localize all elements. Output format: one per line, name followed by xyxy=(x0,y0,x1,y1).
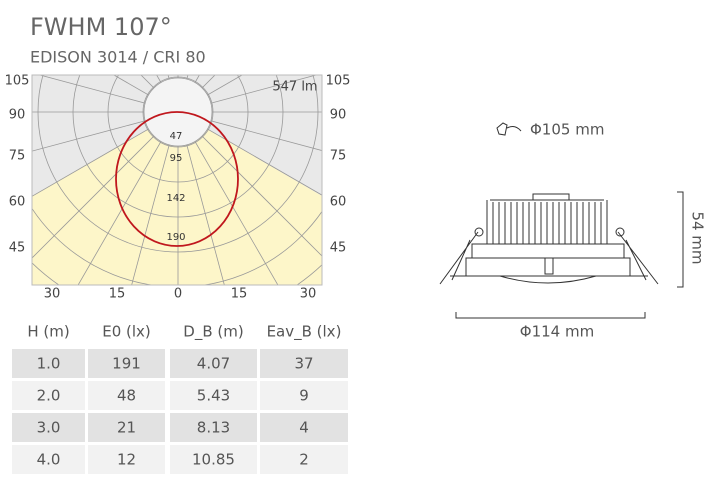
intensity-label: 95 xyxy=(170,153,183,164)
table-cell xyxy=(170,381,257,410)
table-value: 2.0 xyxy=(37,387,61,405)
table-value: 4.07 xyxy=(197,355,230,373)
angle-label: 105 xyxy=(5,74,30,89)
table-cell xyxy=(88,445,165,474)
angle-label: 90 xyxy=(330,108,347,123)
angle-label: 90 xyxy=(9,108,26,123)
table-cell xyxy=(170,413,257,442)
bottom-label: 15 xyxy=(109,287,126,302)
table-cell xyxy=(170,349,257,378)
table-cell xyxy=(260,349,348,378)
height-label: 54 mm xyxy=(689,211,707,264)
grid-ray xyxy=(177,111,322,196)
table-value: 1.0 xyxy=(37,355,61,373)
table-header: D_B (m) xyxy=(183,323,243,342)
table-value: 21 xyxy=(117,419,136,437)
table-cell xyxy=(260,381,348,410)
table-value: 37 xyxy=(294,355,313,373)
angle-label: 60 xyxy=(330,195,347,210)
table-cell xyxy=(170,445,257,474)
grid-ray xyxy=(177,111,322,151)
table-value: 3.0 xyxy=(37,419,61,437)
subtitle: EDISON 3014 / CRI 80 xyxy=(30,48,206,67)
table-value: 2 xyxy=(299,451,309,469)
table-value: 191 xyxy=(112,355,141,373)
table-cell xyxy=(260,445,348,474)
table-value: 4 xyxy=(299,419,309,437)
grid-ray xyxy=(77,111,179,285)
table-cell xyxy=(88,413,165,442)
title: FWHM 107° xyxy=(30,13,172,41)
angle-label: 60 xyxy=(9,195,26,210)
table-cell xyxy=(12,445,85,474)
angle-label: 105 xyxy=(326,74,351,89)
table-cell xyxy=(12,381,85,410)
bottom-label: 30 xyxy=(44,287,61,302)
grid-ray xyxy=(32,111,179,259)
bottom-label: 30 xyxy=(300,287,317,302)
grid-ray xyxy=(32,111,179,197)
grid-ray xyxy=(177,75,243,113)
angle-label: 45 xyxy=(330,241,347,256)
product-drawing xyxy=(439,122,684,319)
flux-label: 547 lm xyxy=(272,80,317,95)
table-cell xyxy=(260,413,348,442)
table-cell xyxy=(88,349,165,378)
grid-ray xyxy=(113,75,179,113)
bottom-label: 0 xyxy=(174,287,182,302)
grid-ray xyxy=(32,111,179,152)
grid-ray xyxy=(177,111,225,285)
intensity-label: 47 xyxy=(170,131,183,142)
table-value: 4.0 xyxy=(37,451,61,469)
grid-ray xyxy=(38,75,179,113)
intensity-label: 142 xyxy=(166,193,185,204)
cutout-label: Φ105 mm xyxy=(530,121,604,139)
grid-ray xyxy=(131,111,179,285)
table-value: 48 xyxy=(117,387,136,405)
angle-label: 75 xyxy=(330,149,347,164)
angle-label: 45 xyxy=(9,241,26,256)
table-value: 8.13 xyxy=(197,419,230,437)
diameter-label: Φ114 mm xyxy=(520,323,594,341)
bottom-label: 15 xyxy=(231,287,248,302)
table-cell xyxy=(88,381,165,410)
intensity-label: 190 xyxy=(166,232,185,243)
table-header: Eav_B (lx) xyxy=(267,323,342,342)
table-value: 10.85 xyxy=(192,451,235,469)
table-header: E0 (lx) xyxy=(102,323,151,341)
grid-ray xyxy=(177,111,322,257)
table-value: 5.43 xyxy=(197,387,230,405)
table-value: 12 xyxy=(117,451,136,469)
grid-ray xyxy=(177,111,279,285)
angle-label: 75 xyxy=(9,149,26,164)
grid-ray xyxy=(177,75,318,113)
table-cell xyxy=(12,349,85,378)
polar-diagram xyxy=(32,75,322,285)
table-header: H (m) xyxy=(27,323,69,341)
table-value: 9 xyxy=(299,387,309,405)
table-cell xyxy=(12,413,85,442)
